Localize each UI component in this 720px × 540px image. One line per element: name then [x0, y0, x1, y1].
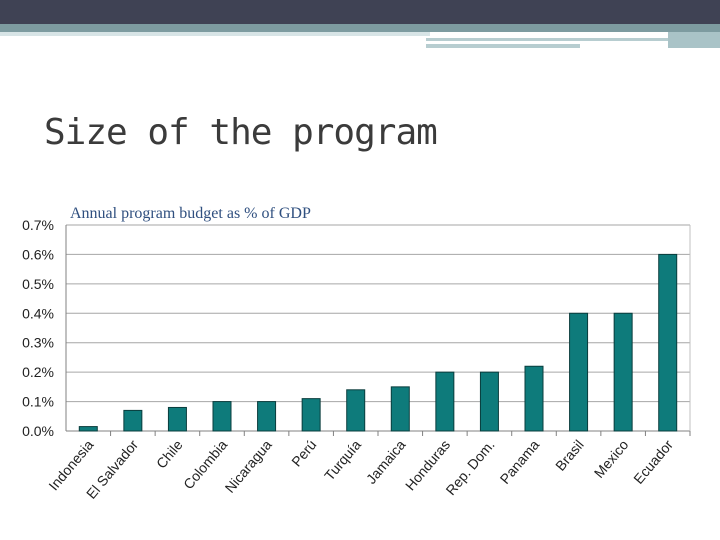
- bar-ecuador: [658, 253, 678, 432]
- y-tick-label: 0.0%: [22, 423, 54, 439]
- bar-turqu-a: [346, 389, 366, 432]
- x-tick-label: Panama: [497, 436, 543, 486]
- y-tick-label: 0.3%: [22, 335, 54, 351]
- bar-mexico: [613, 312, 633, 432]
- bar-jamaica: [390, 386, 410, 432]
- header-stripe-light: [0, 32, 430, 36]
- header-accent-line-short: [426, 44, 580, 48]
- chart-title: Annual program budget as % of GDP: [70, 205, 311, 222]
- y-tick-label: 0.6%: [22, 246, 54, 262]
- header-accent-block: [668, 32, 720, 48]
- bar-per: [301, 398, 321, 432]
- bar-panama: [524, 365, 544, 432]
- x-tick-label: Turquía: [321, 436, 364, 483]
- bar-brasil: [569, 312, 589, 432]
- x-tick-label: Perú: [288, 437, 319, 470]
- y-tick-label: 0.7%: [22, 217, 54, 233]
- x-tick-label: Jamaica: [363, 436, 409, 486]
- y-tick-label: 0.1%: [22, 394, 54, 410]
- y-tick-label: 0.5%: [22, 276, 54, 292]
- bar-nicaragua: [257, 401, 277, 432]
- x-tick-label: Chile: [153, 436, 186, 471]
- x-tick-label: Brasil: [552, 437, 587, 474]
- bar-colombia: [212, 401, 232, 432]
- header-accent-line: [426, 38, 668, 41]
- x-tick-label: Mexico: [591, 436, 632, 480]
- bar-honduras: [435, 371, 455, 432]
- y-tick-label: 0.2%: [22, 364, 54, 380]
- y-tick-label: 0.4%: [22, 305, 54, 321]
- bar-rep-dom: [479, 371, 499, 432]
- header-bar: [0, 0, 720, 24]
- header-stripe: [0, 24, 720, 32]
- slide-title: Size of the program: [44, 112, 438, 153]
- bar-el-salvador: [123, 409, 143, 432]
- bar-chile: [167, 406, 187, 432]
- x-tick-label: Ecuador: [630, 436, 676, 486]
- bar-indonesia: [78, 426, 98, 432]
- x-tick-label: Nicaragua: [222, 436, 275, 495]
